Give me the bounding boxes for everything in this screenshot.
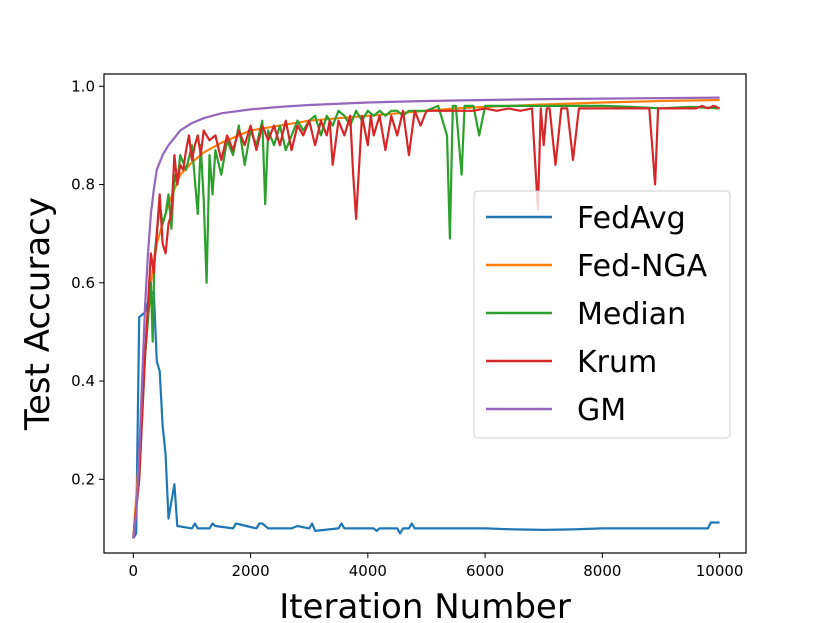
series-layer [132,96,721,539]
y-tick-label: 0.8 [71,176,95,194]
legend: FedAvg Fed-NGA Median Krum GM [473,190,731,439]
y-tick-label: 0.4 [71,372,95,390]
x-tick-label: 8000 [583,562,621,580]
series-line-gm [132,96,720,539]
y-tick-label: 0.6 [71,274,95,292]
legend-label-median: Median [577,297,686,332]
series-line-krum [132,104,721,539]
x-tick-label: 6000 [466,562,504,580]
legend-label-gm: GM [577,393,626,428]
x-tick-label: 0 [129,562,139,580]
legend-label-krum: Krum [577,345,657,380]
x-axis: 0 2000 4000 6000 8000 10000 [129,553,744,580]
x-tick-label: 2000 [231,562,269,580]
series-line-fedavg [132,291,720,539]
series-line-fed-nga [132,98,720,539]
legend-label-fed-nga: Fed-NGA [577,249,708,284]
x-tick-label: 4000 [349,562,387,580]
plot-area-frame [103,73,747,554]
y-tick-label: 1.0 [71,77,95,95]
y-axis-title: Test Accuracy [18,197,58,431]
y-tick-label: 0.2 [71,470,95,488]
y-axis: 0.2 0.4 0.6 0.8 1.0 [71,77,104,488]
x-tick-label: 10000 [696,562,744,580]
legend-label-fedavg: FedAvg [577,201,686,236]
x-axis-title: Iteration Number [279,587,571,623]
legend-box [473,190,731,439]
